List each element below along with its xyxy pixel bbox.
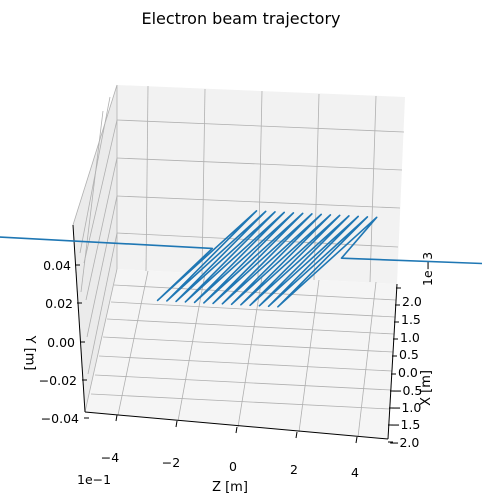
y-tick-label: 0.04 bbox=[43, 258, 71, 273]
x-tick-label: −0.5 bbox=[392, 383, 422, 398]
grid-lines bbox=[72, 84, 405, 438]
x-tick-label: −1.5 bbox=[390, 417, 420, 432]
x-tick-label: 0.5 bbox=[399, 347, 419, 362]
z-tick-label: −2 bbox=[162, 455, 180, 470]
x-tick-label: −2.0 bbox=[389, 435, 419, 450]
z-tick-label: −4 bbox=[101, 450, 119, 465]
y-tick-label: −0.04 bbox=[41, 411, 79, 426]
x-axis-offset: 1e−3 bbox=[420, 252, 435, 286]
y-tick-label: −0.02 bbox=[39, 373, 77, 388]
z-axis-offset: 1e−1 bbox=[77, 472, 111, 487]
y-tick-label: 0.02 bbox=[45, 296, 73, 311]
back-pane bbox=[117, 85, 405, 284]
z-tick-label: 2 bbox=[290, 462, 298, 477]
trajectory-series bbox=[0, 210, 482, 308]
z-axis-ticks bbox=[115, 414, 358, 444]
trajectory-line bbox=[0, 210, 482, 308]
x-axis-ticks bbox=[388, 287, 401, 443]
y-axis-ticks bbox=[75, 264, 89, 419]
z-tick-label: 4 bbox=[351, 465, 359, 480]
floor-pane bbox=[85, 269, 397, 439]
axis-lines bbox=[72, 224, 398, 440]
chart-title: Electron beam trajectory bbox=[141, 9, 340, 28]
x-tick-label: −1.0 bbox=[391, 400, 421, 415]
z-axis-label: Z [m] bbox=[212, 480, 248, 495]
x-tick-label: 2.0 bbox=[402, 294, 422, 309]
y-tick-label: 0.00 bbox=[47, 335, 75, 350]
x-tick-label: 1.5 bbox=[401, 312, 421, 327]
x-tick-label: 0.0 bbox=[398, 365, 418, 380]
x-axis-label: X [m] bbox=[419, 370, 434, 406]
y-axis-label: Y [m] bbox=[22, 335, 37, 371]
x-tick-label: 1.0 bbox=[400, 330, 420, 345]
z-tick-label: 0 bbox=[229, 459, 237, 474]
